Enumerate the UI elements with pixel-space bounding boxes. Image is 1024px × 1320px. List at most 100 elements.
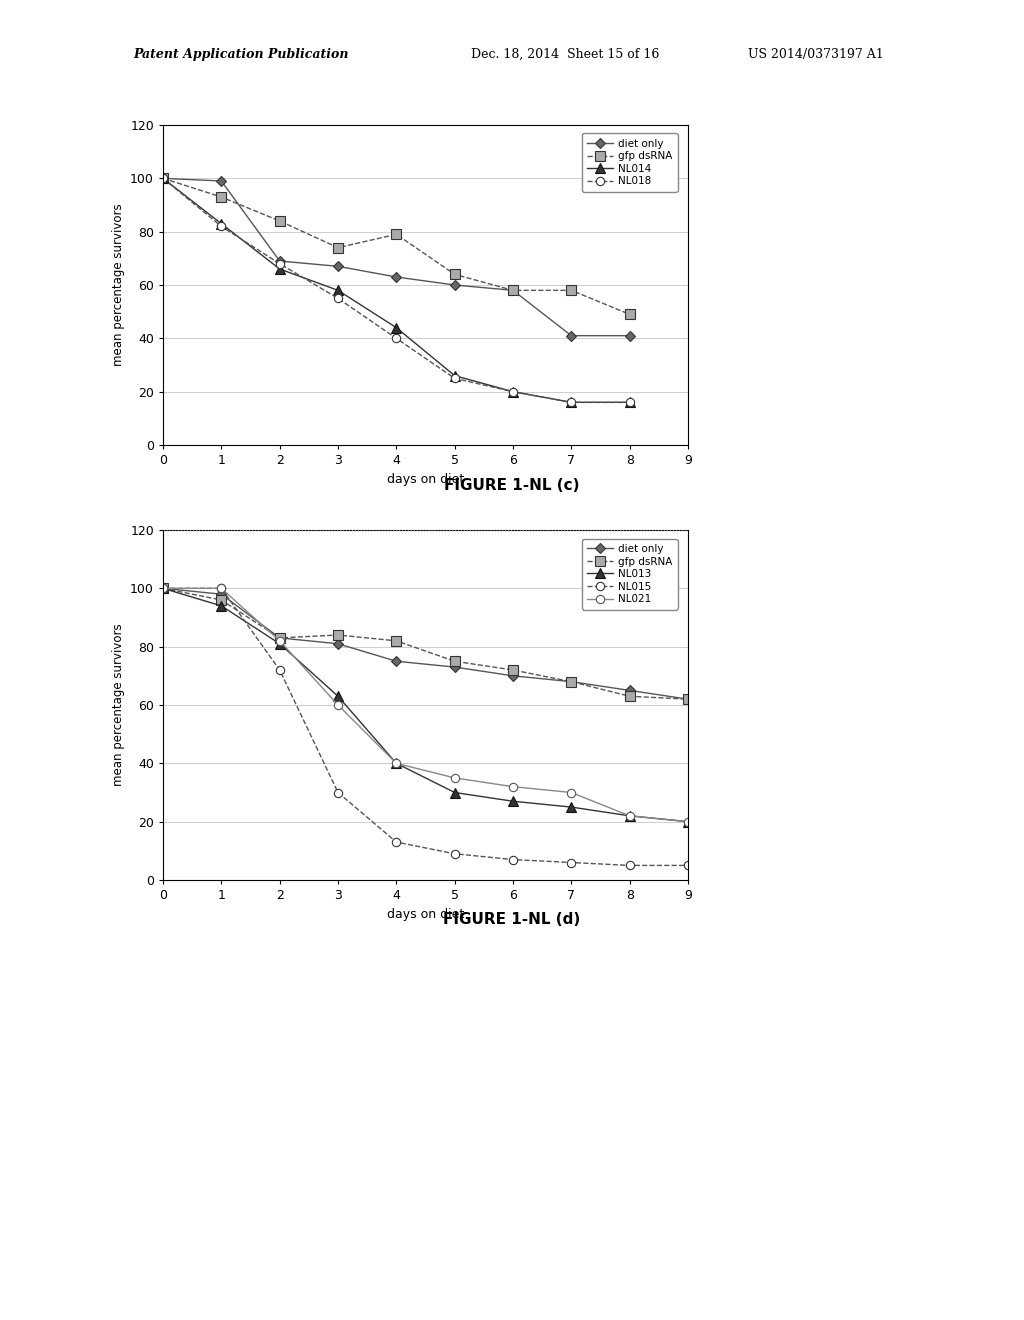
NL013 [157,581,169,597]
NL015 [332,784,344,800]
NL018 [390,330,402,346]
Line: gfp dsRNA: gfp dsRNA [158,583,693,704]
gfp dsRNA [682,692,694,708]
gfp dsRNA [215,189,227,205]
gfp dsRNA [507,663,519,678]
gfp dsRNA [157,170,169,186]
Text: Patent Application Publication: Patent Application Publication [133,48,348,61]
X-axis label: days on diet: days on diet [387,473,464,486]
NL018 [507,384,519,400]
NL015 [215,581,227,597]
NL015 [682,858,694,874]
gfp dsRNA [449,653,461,669]
gfp dsRNA [332,240,344,256]
NL018 [624,395,636,411]
gfp dsRNA [215,593,227,609]
gfp dsRNA [565,282,578,298]
diet only [390,653,402,669]
diet only [507,282,519,298]
NL014 [624,395,636,411]
NL021 [449,770,461,785]
gfp dsRNA [390,632,402,648]
Line: gfp dsRNA: gfp dsRNA [158,173,635,319]
diet only [157,581,169,597]
Line: diet only: diet only [160,585,691,702]
NL015 [507,851,519,867]
diet only [565,673,578,689]
Line: diet only: diet only [160,174,633,339]
Y-axis label: mean percentage survivors: mean percentage survivors [112,203,125,367]
NL014 [273,261,286,277]
Line: NL018: NL018 [159,174,634,407]
NL021 [332,697,344,713]
gfp dsRNA [565,673,578,689]
NL018 [332,290,344,306]
Line: NL013: NL013 [158,583,693,826]
diet only [682,692,694,708]
NL015 [273,663,286,678]
NL021 [390,755,402,771]
NL013 [624,808,636,824]
X-axis label: days on diet: days on diet [387,908,464,920]
diet only [215,586,227,602]
diet only [449,277,461,293]
NL013 [332,688,344,704]
NL018 [157,170,169,186]
diet only [273,630,286,645]
NL021 [215,581,227,597]
NL013 [565,799,578,814]
gfp dsRNA [273,213,286,228]
Y-axis label: mean percentage survivors: mean percentage survivors [112,623,125,787]
Legend: diet only, gfp dsRNA, NL014, NL018: diet only, gfp dsRNA, NL014, NL018 [582,133,678,191]
gfp dsRNA [449,267,461,282]
NL018 [215,218,227,234]
gfp dsRNA [157,581,169,597]
Text: Dec. 18, 2014  Sheet 15 of 16: Dec. 18, 2014 Sheet 15 of 16 [471,48,659,61]
NL013 [215,598,227,614]
diet only [449,659,461,675]
NL014 [157,170,169,186]
Line: NL015: NL015 [159,585,692,870]
NL015 [624,858,636,874]
Text: FIGURE 1-NL (d): FIGURE 1-NL (d) [443,912,581,927]
NL015 [390,834,402,850]
diet only [507,668,519,684]
NL018 [565,395,578,411]
gfp dsRNA [332,627,344,643]
NL015 [449,846,461,862]
Legend: diet only, gfp dsRNA, NL013, NL015, NL021: diet only, gfp dsRNA, NL013, NL015, NL02… [582,539,678,610]
Line: NL014: NL014 [158,173,635,407]
NL021 [157,581,169,597]
NL013 [449,784,461,800]
diet only [157,170,169,186]
Text: FIGURE 1-NL (c): FIGURE 1-NL (c) [444,478,580,492]
Text: US 2014/0373197 A1: US 2014/0373197 A1 [748,48,884,61]
NL013 [507,793,519,809]
NL014 [390,319,402,335]
gfp dsRNA [273,630,286,645]
NL021 [565,784,578,800]
gfp dsRNA [507,282,519,298]
diet only [215,173,227,189]
NL021 [273,632,286,648]
diet only [624,327,636,343]
NL018 [449,371,461,387]
NL015 [565,854,578,870]
diet only [332,259,344,275]
diet only [332,636,344,652]
NL013 [682,813,694,829]
NL015 [157,581,169,597]
diet only [273,253,286,269]
gfp dsRNA [624,306,636,322]
NL013 [273,636,286,652]
NL014 [507,384,519,400]
Line: NL021: NL021 [159,585,692,826]
diet only [565,327,578,343]
NL014 [565,395,578,411]
NL021 [507,779,519,795]
gfp dsRNA [624,688,636,704]
diet only [624,682,636,698]
NL013 [390,755,402,771]
NL018 [273,256,286,272]
NL014 [332,282,344,298]
